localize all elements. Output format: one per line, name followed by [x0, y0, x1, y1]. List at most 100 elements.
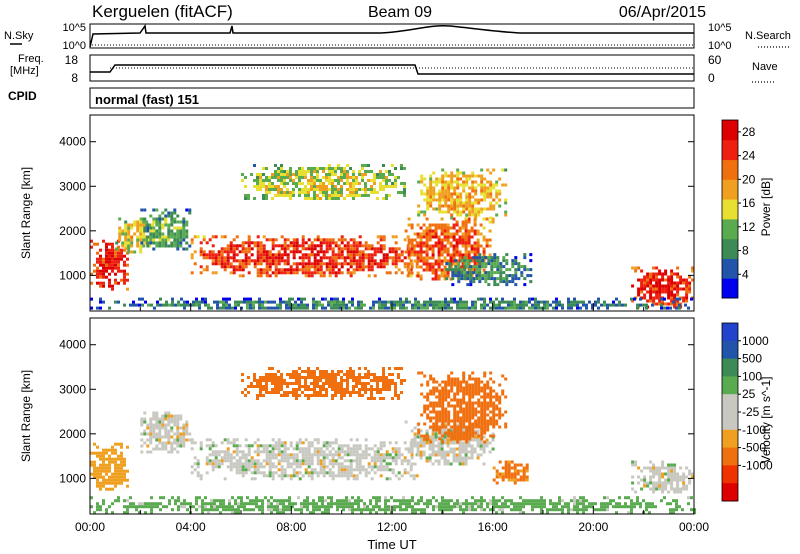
- data-cell: [425, 259, 429, 263]
- data-cell: [214, 262, 218, 266]
- data-cell: [478, 268, 482, 272]
- data-cell: [688, 290, 692, 294]
- data-cell: [213, 502, 216, 506]
- data-cell: [504, 469, 508, 473]
- data-cell: [471, 392, 475, 396]
- data-cell: [256, 438, 260, 442]
- data-cell: [473, 247, 477, 251]
- data-cell: [265, 191, 268, 194]
- data-cell: [492, 168, 496, 172]
- data-cell: [573, 297, 576, 301]
- data-cell: [459, 434, 463, 438]
- data-cell: [382, 444, 386, 448]
- data-cell: [422, 256, 426, 260]
- data-cell: [678, 297, 681, 301]
- data-cell: [124, 241, 128, 245]
- data-cell: [405, 306, 408, 310]
- data-cell: [456, 440, 460, 444]
- data-cell: [316, 194, 319, 197]
- data-cell: [476, 262, 480, 266]
- data-cell: [434, 453, 438, 457]
- data-cell: [234, 300, 237, 304]
- data-cell: [437, 244, 441, 248]
- data-cell: [316, 176, 319, 179]
- data-cell: [423, 198, 427, 202]
- data-cell: [292, 447, 296, 451]
- data-cell: [664, 278, 668, 282]
- data-cell: [274, 238, 278, 242]
- data-cell: [370, 259, 374, 263]
- data-cell: [198, 300, 201, 304]
- data-cell: [470, 226, 474, 230]
- colorbar-segment: [722, 199, 738, 220]
- data-cell: [561, 306, 564, 310]
- data-cell: [474, 201, 478, 205]
- data-cell: [440, 268, 444, 272]
- data-cell: [394, 235, 398, 239]
- data-cell: [123, 278, 126, 282]
- data-cell: [300, 306, 303, 310]
- data-cell: [425, 456, 429, 460]
- data-cell: [256, 241, 260, 245]
- data-cell: [643, 284, 647, 288]
- data-cell: [235, 235, 239, 239]
- data-cell: [167, 411, 171, 415]
- data-cell: [304, 191, 307, 194]
- data-cell: [319, 471, 323, 475]
- data-cell: [352, 182, 355, 185]
- data-cell: [661, 472, 665, 476]
- data-cell: [295, 271, 299, 275]
- data-cell: [313, 379, 316, 382]
- data-cell: [331, 194, 334, 197]
- data-cell: [492, 395, 496, 399]
- data-cell: [170, 211, 174, 215]
- data-cell: [310, 265, 314, 269]
- data-cell: [255, 505, 258, 509]
- data-cell: [464, 453, 468, 457]
- data-cell: [477, 213, 481, 217]
- data-cell: [655, 481, 659, 485]
- data-cell: [649, 275, 653, 279]
- data-cell: [325, 238, 329, 242]
- data-cell: [96, 454, 99, 458]
- data-cell: [450, 297, 453, 301]
- data-cell: [523, 265, 527, 269]
- data-cell: [437, 444, 441, 448]
- data-cell: [431, 247, 435, 251]
- data-cell: [432, 306, 435, 310]
- data-cell: [440, 274, 444, 278]
- data-cell: [458, 229, 462, 233]
- data-cell: [409, 259, 413, 263]
- data-cell: [127, 238, 131, 242]
- data-cell: [474, 174, 478, 178]
- data-cell: [513, 469, 517, 473]
- data-cell: [149, 417, 153, 421]
- data-cell: [280, 247, 284, 251]
- data-cell: [496, 268, 500, 272]
- data-cell: [199, 474, 203, 478]
- data-cell: [661, 463, 665, 467]
- data-cell: [99, 297, 102, 301]
- data-cell: [456, 195, 460, 199]
- data-cell: [400, 367, 403, 370]
- data-cell: [444, 383, 448, 387]
- data-cell: [480, 303, 483, 307]
- data-cell: [387, 306, 390, 310]
- frequency-trace: [90, 64, 694, 75]
- data-cell: [102, 269, 105, 273]
- data-cell: [205, 241, 209, 245]
- data-cell: [268, 367, 271, 370]
- data-cell: [247, 238, 251, 242]
- data-cell: [391, 456, 395, 460]
- data-cell: [455, 453, 459, 457]
- data-cell: [432, 404, 436, 408]
- data-cell: [519, 469, 523, 473]
- data-cell: [432, 425, 436, 429]
- data-cell: [304, 274, 308, 278]
- data-cell: [211, 253, 215, 257]
- data-cell: [376, 468, 380, 472]
- data-cell: [196, 459, 200, 463]
- data-cell: [216, 499, 219, 503]
- data-cell: [655, 487, 659, 491]
- colorbar-tick-label: 24: [742, 149, 756, 163]
